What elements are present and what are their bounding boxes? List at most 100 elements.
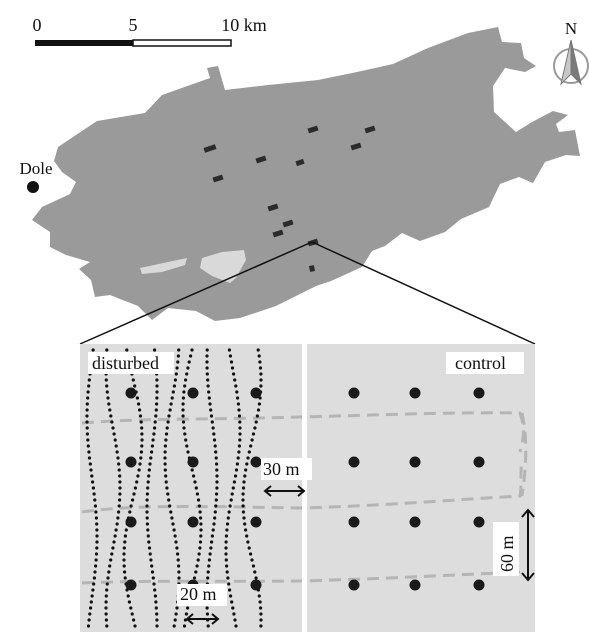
track-dot	[164, 432, 169, 436]
track-dot	[205, 372, 209, 376]
sample-point-control	[473, 579, 485, 591]
track-dot	[163, 450, 167, 454]
track-dot	[150, 570, 155, 574]
track-dot	[105, 384, 109, 388]
study-plot-marker	[212, 174, 224, 183]
track-dot	[94, 558, 98, 562]
track-dot	[186, 366, 190, 370]
track-dot	[86, 396, 90, 400]
track-dot	[104, 618, 108, 622]
track-dot	[123, 576, 127, 580]
forest-area	[32, 27, 580, 321]
track-dot	[214, 498, 218, 502]
track-dot	[225, 522, 230, 526]
track-dot	[209, 414, 214, 418]
track-dot	[155, 378, 159, 382]
track-dot	[247, 546, 251, 550]
track-dot	[89, 606, 93, 610]
track-dot	[129, 606, 133, 610]
track-dot	[118, 492, 122, 496]
track-dot	[198, 510, 202, 514]
track-dot	[229, 594, 233, 598]
track-dot	[235, 462, 239, 466]
sample-point-disturbed	[125, 516, 137, 528]
track-dot	[251, 432, 256, 436]
track-dot	[212, 438, 217, 442]
scale-tick-0: 0	[33, 15, 42, 35]
track-dot	[152, 432, 156, 436]
track-dot	[86, 624, 91, 628]
track-dot	[235, 390, 239, 394]
track-dot	[149, 456, 153, 460]
track-dot	[258, 366, 263, 370]
track-dot	[155, 402, 159, 406]
track-dot	[85, 432, 89, 436]
sample-point-control	[348, 387, 360, 399]
dashed-contours	[81, 411, 528, 585]
disturbed-label-bg	[88, 352, 174, 374]
track-dot	[140, 444, 144, 448]
track-dot	[214, 450, 218, 454]
track-dot	[163, 444, 167, 448]
track-dot	[172, 528, 176, 532]
track-dot	[181, 396, 185, 400]
track-dot	[165, 426, 169, 430]
dashed-contour	[520, 412, 528, 497]
sample-point-disturbed	[187, 387, 199, 399]
track-dot	[224, 558, 228, 562]
track-dot	[174, 372, 178, 376]
sample-point-control	[409, 387, 421, 399]
track-dot	[95, 546, 99, 550]
track-dot	[91, 588, 95, 592]
sample-point-disturbed	[250, 456, 262, 468]
track-dot	[153, 420, 157, 424]
sample-point-control	[473, 516, 485, 528]
sample-point-control	[348, 456, 360, 468]
track-dot	[124, 528, 128, 532]
track-dot	[85, 408, 89, 412]
track-dot	[211, 426, 215, 430]
track-dot	[164, 474, 168, 478]
track-dot	[163, 456, 167, 460]
track-dot	[228, 354, 232, 358]
track-dot	[212, 522, 216, 526]
study-plot-marker	[295, 158, 305, 167]
track-dot	[241, 492, 245, 496]
sample-point-control	[348, 516, 360, 528]
track-dot	[85, 402, 89, 406]
track-dot	[205, 354, 209, 358]
track-dot	[131, 498, 135, 502]
track-dot	[224, 546, 228, 550]
track-dot	[105, 582, 109, 586]
track-dot	[109, 558, 113, 562]
track-dot	[233, 378, 237, 382]
track-dot	[104, 612, 108, 616]
track-dot	[145, 504, 149, 508]
track-dot	[146, 528, 150, 532]
track-dot	[194, 486, 198, 490]
track-dot	[118, 486, 122, 490]
forest-map	[32, 27, 580, 321]
dashed-contour	[81, 570, 521, 585]
track-dot	[224, 540, 228, 544]
track-dot	[170, 516, 174, 520]
track-dot	[154, 606, 158, 610]
track-dot	[246, 456, 250, 460]
track-dot	[105, 348, 109, 352]
track-dot	[94, 552, 99, 556]
track-dot	[89, 468, 93, 472]
track-dot	[110, 420, 114, 424]
track-dot	[113, 534, 117, 538]
track-dot	[215, 474, 219, 478]
track-dot	[197, 504, 201, 508]
track-dot	[164, 438, 168, 442]
track-dot	[170, 396, 174, 400]
track-dot	[109, 414, 113, 418]
track-dot	[172, 624, 176, 628]
sample-point-disturbed	[125, 387, 137, 399]
track-dot	[116, 516, 120, 520]
track-dot	[237, 414, 242, 418]
track-dot	[146, 486, 150, 490]
track-dot	[259, 384, 263, 388]
track-dot	[111, 426, 115, 430]
